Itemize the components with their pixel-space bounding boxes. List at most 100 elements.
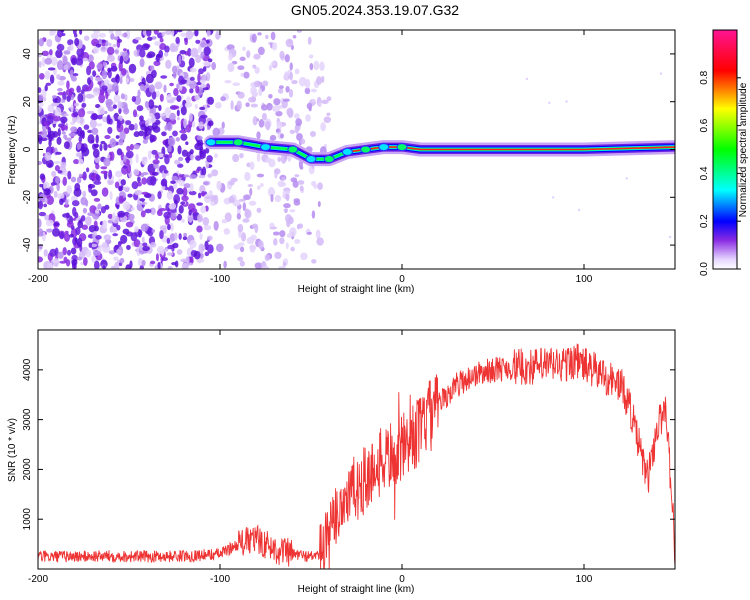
- noise-blob: [73, 33, 78, 38]
- noise-blob: [91, 114, 99, 120]
- noise-blob: [102, 219, 108, 230]
- noise-blob: [151, 90, 157, 100]
- noise-blob: [113, 94, 121, 103]
- page-title: GN05.2024.353.19.07.G32: [290, 2, 460, 18]
- noise-blob: [184, 38, 188, 46]
- noise-blob: [118, 107, 122, 115]
- noise-blob: [71, 200, 80, 207]
- noise-blob: [253, 80, 262, 88]
- noise-blob: [283, 71, 289, 81]
- noise-blob: [95, 134, 99, 144]
- noise-blob: [46, 134, 51, 138]
- noise-blob: [125, 264, 132, 269]
- noise-blob: [117, 38, 123, 43]
- noise-blob: [95, 43, 102, 48]
- noise-blob: [320, 122, 326, 132]
- snr-ylabel: SNR (10 * v/v): [7, 418, 18, 482]
- noise-blob: [211, 61, 217, 71]
- noise-blob: [46, 115, 54, 125]
- noise-blob: [109, 138, 117, 148]
- noise-blob: [252, 64, 257, 69]
- noise-blob: [198, 243, 205, 254]
- noise-blob: [55, 49, 63, 59]
- noise-blob: [51, 102, 60, 107]
- noise-blob: [141, 156, 148, 166]
- snr-ytick-label: 1000: [22, 508, 33, 531]
- noise-blob: [279, 237, 285, 245]
- noise-blob: [120, 234, 128, 244]
- noise-blob: [125, 120, 132, 126]
- noise-blob: [139, 198, 146, 202]
- noise-blob: [305, 114, 311, 122]
- noise-blob: [229, 62, 235, 72]
- noise-blob: [131, 207, 135, 211]
- noise-blob: [186, 80, 194, 84]
- ridge-point: [205, 138, 217, 147]
- snr-ytick-label: 3000: [22, 408, 33, 431]
- noise-blob: [104, 204, 110, 210]
- noise-blob: [140, 223, 149, 232]
- noise-blob: [246, 50, 251, 59]
- ridge-point: [232, 138, 244, 147]
- noise-blob: [115, 73, 120, 84]
- noise-blob: [139, 265, 144, 269]
- noise-blob: [53, 190, 58, 198]
- noise-blob: [123, 154, 127, 163]
- noise-blob: [126, 30, 131, 40]
- noise-blob: [78, 152, 82, 160]
- noise-blob: [126, 163, 132, 174]
- noise-blob: [97, 203, 102, 210]
- noise-blob: [107, 106, 114, 112]
- noise-blob: [275, 110, 283, 117]
- noise-blob: [265, 120, 271, 131]
- snr-panel: -200 -100 0 100 1000 2000 3000 4000 Height of s…: [7, 329, 676, 595]
- noise-blob: [197, 46, 202, 53]
- noise-blob: [274, 168, 281, 175]
- noise-blob: [198, 192, 202, 199]
- noise-blob: [110, 65, 118, 72]
- noise-blob: [293, 198, 300, 203]
- noise-blob: [199, 150, 205, 160]
- colorbar: 0.0 0.2 0.4 0.6 0.8 Normalized spectral ampl…: [699, 29, 749, 276]
- noise-blob: [74, 102, 79, 107]
- noise-blob: [154, 41, 161, 46]
- noise-blob: [66, 249, 72, 256]
- noise-blob: [44, 57, 53, 65]
- noise-blob: [100, 140, 106, 145]
- noise-blob: [117, 240, 122, 247]
- noise-blob: [128, 63, 137, 74]
- noise-blob: [282, 98, 290, 102]
- noise-blob: [55, 176, 60, 184]
- noise-blob: [94, 77, 103, 82]
- noise-blob: [82, 57, 88, 62]
- noise-blob: [61, 131, 66, 135]
- noise-blob: [215, 30, 220, 40]
- noise-blob: [268, 158, 276, 168]
- noise-blob: [300, 252, 308, 261]
- noise-blob: [270, 194, 274, 203]
- noise-blob: [171, 30, 175, 37]
- colorbar-label: Normalized spectral amplitude: [738, 82, 749, 217]
- noise-blob: [152, 159, 160, 165]
- noise-blob: [38, 232, 44, 237]
- noise-blob: [74, 237, 78, 243]
- noise-blob: [65, 212, 70, 219]
- noise-blob: [282, 190, 291, 195]
- noise-blob: [230, 177, 238, 183]
- noise-blob: [266, 103, 273, 111]
- noise-blob: [203, 46, 211, 56]
- noise-blob: [178, 174, 184, 178]
- noise-blob: [41, 57, 46, 67]
- noise-blob: [284, 54, 290, 63]
- noise-blob: [108, 180, 112, 186]
- noise-blob: [69, 233, 74, 238]
- noise-blob: [294, 239, 301, 244]
- noise-blob: [182, 187, 188, 197]
- noise-blob: [125, 77, 129, 83]
- snr-xtick-label: 0: [399, 574, 405, 585]
- noise-blob: [55, 151, 62, 155]
- spectrogram-ytick-label: 40: [22, 48, 33, 60]
- noise-blob: [311, 210, 316, 219]
- noise-blob: [155, 90, 160, 98]
- noise-blob: [160, 75, 168, 79]
